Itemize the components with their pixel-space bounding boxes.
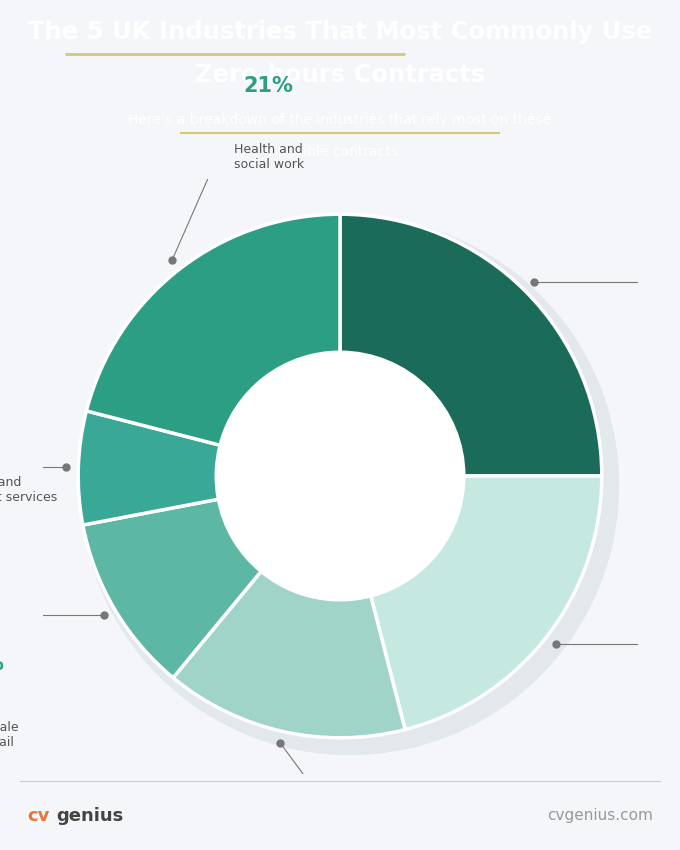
Text: Wholesale
and retail: Wholesale and retail xyxy=(0,721,19,749)
Wedge shape xyxy=(86,214,340,445)
Text: cv: cv xyxy=(27,807,50,824)
Text: cvgenius.com: cvgenius.com xyxy=(547,808,653,823)
Wedge shape xyxy=(173,571,405,738)
Wedge shape xyxy=(78,411,220,525)
Wedge shape xyxy=(340,214,602,476)
Text: flexible contracts.: flexible contracts. xyxy=(278,144,402,159)
Text: Admin and
support services: Admin and support services xyxy=(0,476,58,504)
Wedge shape xyxy=(371,476,602,729)
Circle shape xyxy=(216,352,464,600)
Text: 21%: 21% xyxy=(243,76,294,96)
Text: Here’s a breakdown of the industries that rely most on these: Here’s a breakdown of the industries tha… xyxy=(129,112,551,127)
Text: Health and
social work: Health and social work xyxy=(233,143,304,171)
Wedge shape xyxy=(83,499,261,677)
Text: The 5 UK Industries That Most Commonly Use: The 5 UK Industries That Most Commonly U… xyxy=(28,20,652,44)
Text: Zero-hours Contracts: Zero-hours Contracts xyxy=(195,63,485,87)
Text: genius: genius xyxy=(56,807,124,824)
Text: 11%: 11% xyxy=(0,654,4,675)
Circle shape xyxy=(80,217,619,755)
